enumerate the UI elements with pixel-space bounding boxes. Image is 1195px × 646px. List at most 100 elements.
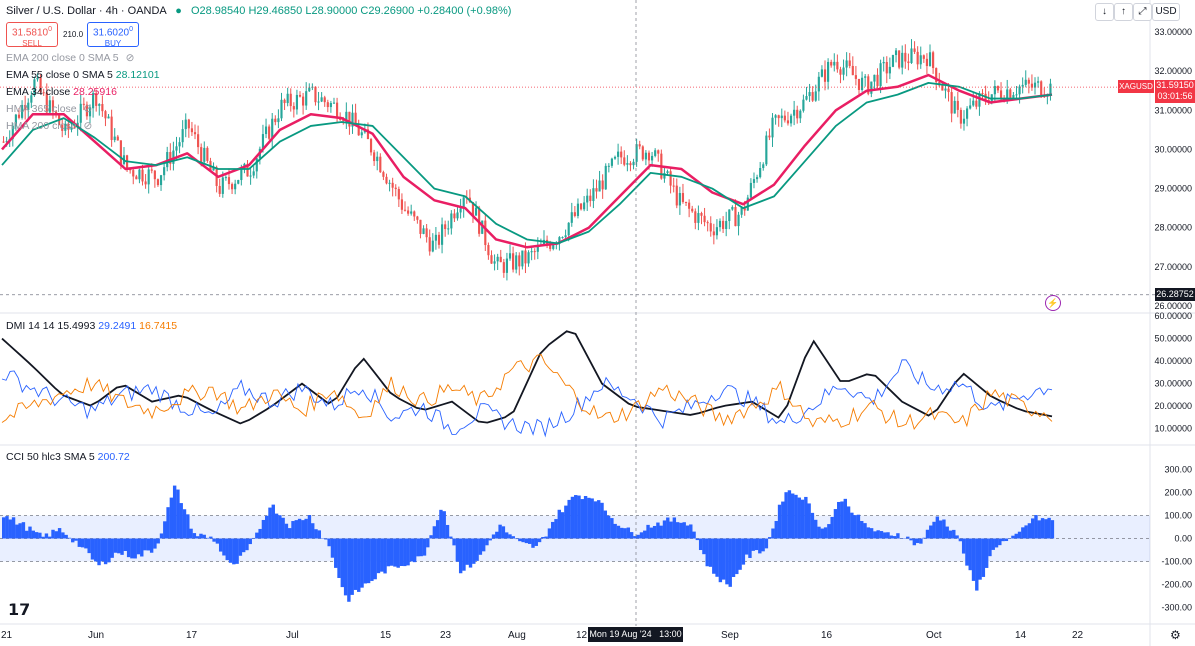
candle-body: [910, 48, 913, 64]
candle-body: [326, 102, 329, 108]
candle-body: [314, 86, 317, 103]
indicator-hma365[interactable]: HMA 365 close ⊘: [6, 102, 92, 116]
candle-body: [768, 135, 771, 138]
cci-bar: [794, 494, 798, 539]
buy-price: 31.6020: [92, 27, 130, 39]
candle-body: [237, 180, 240, 184]
cci-legend[interactable]: CCI 50 hlc3 SMA 5 200.72: [6, 450, 130, 464]
cci-bar: [925, 529, 930, 539]
cci-bar: [478, 538, 483, 555]
cci-bar: [11, 517, 16, 539]
candle-body: [308, 87, 311, 92]
indicator-hma200[interactable]: HMA 200 close ⊘: [6, 119, 92, 133]
candle-body: [271, 118, 274, 139]
cci-bar: [311, 523, 315, 539]
cci-bar: [255, 532, 259, 539]
candle-body: [644, 152, 647, 160]
candle-body: [348, 111, 351, 127]
tradingview-logo-icon[interactable]: 𝟭𝟳: [8, 602, 31, 619]
indicator-ema200[interactable]: EMA 200 close 0 SMA 5 ⊘: [6, 51, 134, 65]
candle-body: [79, 103, 82, 123]
cci-bar: [781, 501, 785, 539]
candle-body: [589, 195, 592, 202]
indicator-ema55[interactable]: EMA 55 close 0 SMA 5 28.12101: [6, 68, 160, 82]
arrow-down-icon[interactable]: ↓: [1095, 3, 1114, 21]
cci-bar: [748, 538, 752, 558]
cci-bar: [389, 538, 394, 566]
cci-bar: [301, 520, 305, 539]
cci-bar: [491, 534, 496, 539]
cci-bar: [961, 538, 966, 554]
cci-bar: [837, 501, 841, 539]
cci-bar: [67, 537, 72, 539]
cci-bar: [442, 511, 446, 539]
candle-body: [110, 116, 113, 141]
cci-bar: [814, 519, 818, 539]
cci-bar: [429, 535, 433, 539]
cci-bar: [383, 538, 387, 574]
cci-bar: [97, 538, 101, 566]
cci-tick-label: 100.00: [1164, 511, 1192, 521]
candle-body: [335, 102, 339, 119]
cci-bar: [623, 528, 627, 539]
candle-body: [854, 75, 857, 79]
cci-bar: [120, 538, 124, 555]
cci-bar: [445, 524, 450, 539]
currency-selector[interactable]: USD: [1152, 3, 1180, 21]
candle-body: [524, 250, 527, 264]
eye-off-icon[interactable]: ⊘: [83, 103, 93, 115]
candle-body: [684, 201, 688, 203]
cci-bar: [34, 532, 39, 539]
cci-bar: [679, 522, 683, 539]
candle-body: [641, 146, 644, 160]
cci-bar: [787, 490, 792, 539]
candle-body: [771, 117, 774, 138]
candle-body: [527, 252, 530, 264]
candle-body: [212, 167, 215, 171]
cci-bar: [202, 534, 206, 539]
cci-bar: [850, 512, 854, 539]
cci-bar: [347, 538, 351, 602]
candle-body: [972, 100, 975, 106]
indicator-ema34[interactable]: EMA 34 close 28.25916: [6, 85, 117, 99]
cci-bar: [218, 538, 223, 552]
candle-body: [731, 207, 734, 210]
candle-body: [654, 150, 657, 156]
eye-off-icon[interactable]: ⊘: [83, 120, 93, 132]
candle-body: [959, 109, 962, 124]
cci-bar: [518, 538, 522, 542]
candle-body: [867, 76, 870, 94]
candle-body: [610, 158, 614, 166]
cci-bar: [971, 538, 976, 581]
cci-bar: [324, 538, 328, 540]
candle-body: [345, 111, 348, 121]
cci-bar: [508, 534, 512, 539]
cci-bar: [511, 536, 515, 539]
cci-bar: [189, 528, 193, 539]
lightning-icon[interactable]: ⚡: [1045, 295, 1061, 311]
gear-icon[interactable]: ⚙: [1170, 628, 1181, 642]
candle-body: [629, 163, 632, 166]
candle-body: [860, 77, 864, 90]
indicator-value: 28.12101: [115, 69, 160, 81]
cci-bar: [514, 538, 519, 540]
candle-body: [116, 136, 119, 141]
cci-bar: [1044, 519, 1048, 539]
cci-bar: [574, 495, 578, 539]
candle-body: [567, 222, 570, 236]
candle-body: [240, 169, 243, 181]
arrow-up-icon[interactable]: ↑: [1114, 3, 1133, 21]
eye-off-icon[interactable]: ⊘: [125, 52, 135, 64]
buy-button[interactable]: 31.60200 BUY: [87, 22, 139, 48]
cci-bar: [488, 538, 492, 541]
cci-bar: [1040, 518, 1045, 539]
candle-body: [722, 220, 725, 229]
dmi-legend[interactable]: DMI 14 14 15.4993 29.2491 16.7415: [6, 319, 177, 333]
sell-button[interactable]: 31.58100 SELL: [6, 22, 58, 48]
candle-body: [428, 237, 431, 252]
fullscreen-icon[interactable]: ⤢: [1133, 3, 1152, 21]
candle-body: [993, 86, 996, 95]
candle-body: [64, 123, 67, 131]
cci-bar: [843, 498, 847, 539]
